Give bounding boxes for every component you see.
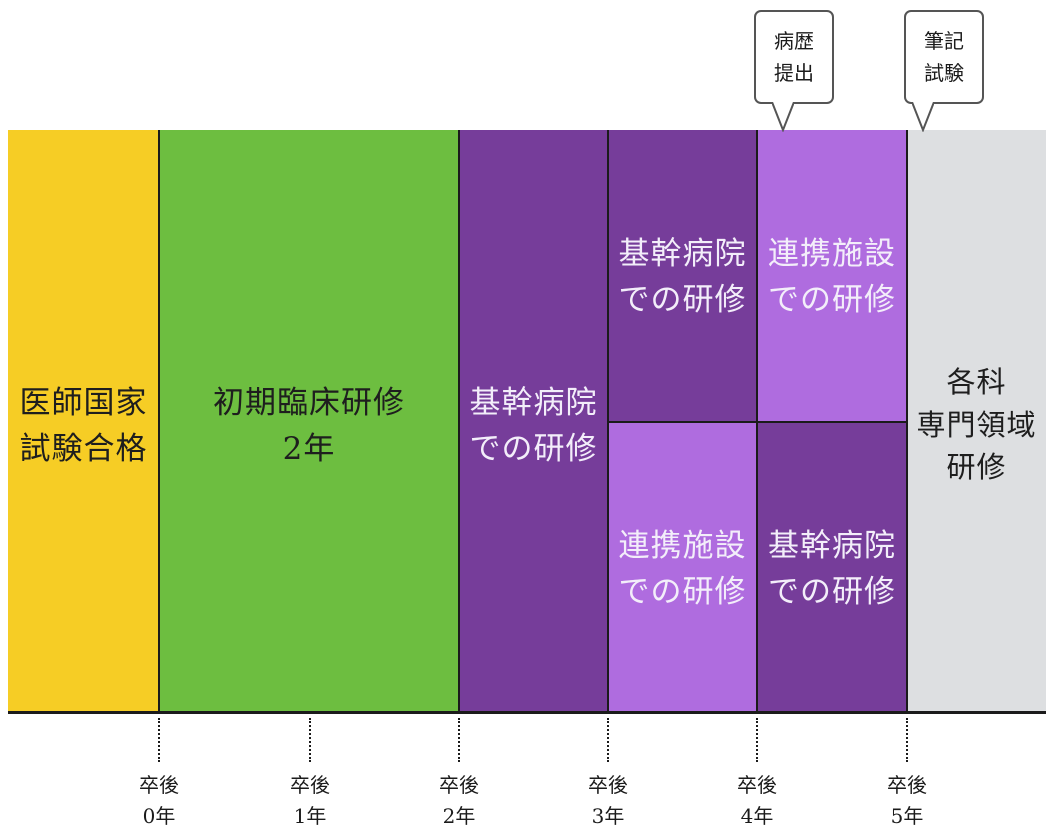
stage-year4-partner-facility: 連携施設 での研修 bbox=[608, 422, 757, 712]
timeline-tick bbox=[458, 718, 460, 762]
timeline-tick bbox=[607, 718, 609, 762]
stage-national-exam: 医師国家 試験合格 bbox=[8, 130, 159, 712]
timeline-tick bbox=[756, 718, 758, 762]
stage-specialty-training: 各科 専門領域 研修 bbox=[907, 130, 1046, 712]
stage-year5-partner-facility: 連携施設 での研修 bbox=[757, 130, 907, 422]
divider-line bbox=[608, 421, 907, 423]
divider-line bbox=[906, 130, 908, 712]
tick-label-year1: 卒後 1年 bbox=[290, 773, 330, 828]
stage-national-exam-label: 医師国家 試験合格 bbox=[19, 385, 148, 467]
divider-line bbox=[158, 130, 160, 712]
callout-case-report: 病歴 提出 bbox=[754, 10, 834, 104]
stage-specialty-training-label: 各科 専門領域 研修 bbox=[916, 364, 1037, 485]
stage-core-hospital-year3-label: 基幹病院 での研修 bbox=[469, 385, 598, 467]
stage-year5-core-hospital: 基幹病院 での研修 bbox=[757, 422, 907, 712]
callout-written-exam-label: 筆記 試験 bbox=[924, 29, 964, 85]
stage-year5-core-hospital-label: 基幹病院 での研修 bbox=[768, 528, 896, 610]
timeline-tick bbox=[158, 718, 160, 762]
callout-case-report-pointer bbox=[772, 102, 794, 132]
tick-label-year3: 卒後 3年 bbox=[588, 773, 628, 828]
stage-initial-training-label: 初期臨床研修 2年 bbox=[213, 385, 405, 467]
tick-label-year4: 卒後 4年 bbox=[737, 773, 777, 828]
callout-written-exam: 筆記 試験 bbox=[904, 10, 984, 104]
callout-case-report-label: 病歴 提出 bbox=[774, 29, 814, 85]
stage-initial-training: 初期臨床研修 2年 bbox=[159, 130, 459, 712]
timeline-tick bbox=[309, 718, 311, 762]
stage-core-hospital-year3: 基幹病院 での研修 bbox=[459, 130, 608, 712]
timeline-axis bbox=[8, 711, 1046, 714]
tick-label-year5: 卒後 5年 bbox=[887, 773, 927, 828]
callout-written-exam-pointer bbox=[912, 102, 934, 132]
tick-label-year2: 卒後 2年 bbox=[439, 773, 479, 828]
stage-year4-core-hospital-label: 基幹病院 での研修 bbox=[618, 236, 747, 318]
tick-label-year0: 卒後 0年 bbox=[139, 773, 179, 828]
timeline-tick bbox=[906, 718, 908, 762]
divider-line bbox=[458, 130, 460, 712]
stage-year4-partner-facility-label: 連携施設 での研修 bbox=[618, 528, 747, 610]
stage-year5-partner-facility-label: 連携施設 での研修 bbox=[768, 236, 896, 318]
stage-year4-core-hospital: 基幹病院 での研修 bbox=[608, 130, 757, 422]
